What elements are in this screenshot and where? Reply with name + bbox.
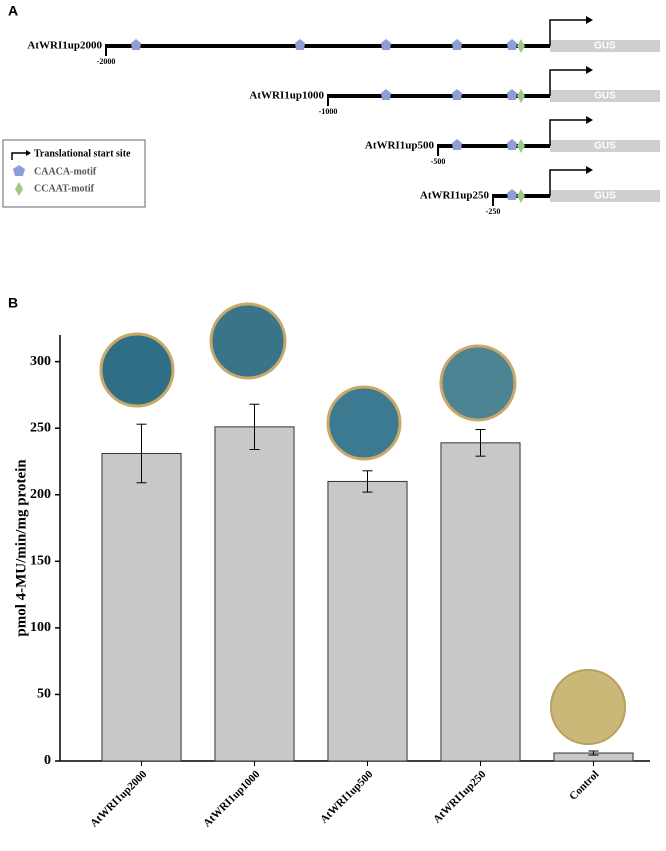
x-tick-label: AtWRI1up2000 (88, 768, 150, 830)
x-tick-label: AtWRI1up250 (431, 768, 489, 826)
y-tick-label: 50 (37, 687, 51, 702)
y-tick-label: 300 (30, 354, 51, 369)
bar (327, 480, 408, 762)
gus-box (550, 140, 660, 152)
start-label: -250 (486, 207, 501, 216)
start-label: -2000 (97, 57, 116, 66)
reporter-label: GUS (594, 91, 616, 102)
legend-label: Translational start site (34, 148, 131, 159)
bar (214, 426, 295, 762)
ccaat-motif (517, 139, 525, 153)
start-arrowhead (586, 16, 593, 24)
caaca-motif (295, 39, 305, 50)
caaca-motif (452, 139, 462, 150)
x-tick-label: AtWRI1up500 (318, 768, 376, 826)
caaca-motif (507, 39, 517, 50)
caaca-motif (381, 39, 391, 50)
legend-arrow-head (26, 150, 31, 156)
bar (101, 452, 182, 762)
leaf-discs (99, 302, 626, 745)
legend-ccaat-icon (15, 182, 23, 196)
legend: Translational start site CAACA-motif CCA… (2, 139, 146, 208)
x-tick-label: Control (567, 768, 601, 802)
caaca-motif (381, 89, 391, 100)
panel-label: B (8, 295, 18, 311)
leaf-disc (209, 302, 287, 380)
caaca-motif (507, 139, 517, 150)
start-arrowhead (586, 166, 593, 174)
ccaat-motif (517, 189, 525, 203)
construct-name: AtWRI1up1000 (249, 90, 324, 102)
y-tick-label: 0 (44, 753, 51, 768)
start-label: -1000 (319, 107, 338, 116)
panel-label: A (8, 3, 18, 19)
y-tick-label: 200 (30, 487, 51, 502)
y-tick-label: 250 (30, 420, 51, 435)
y-tick-label: 150 (30, 554, 51, 569)
reporter-label: GUS (594, 191, 616, 202)
bar (440, 442, 521, 762)
leaf-disc (550, 669, 626, 745)
start-arrow (549, 169, 586, 196)
legend-caaca-icon (13, 165, 25, 176)
gus-box (550, 190, 660, 202)
construct-name: AtWRI1up500 (365, 140, 435, 152)
reporter-label: GUS (594, 41, 616, 52)
gus-box (550, 90, 660, 102)
caaca-motif (507, 89, 517, 100)
legend-label: CAACA-motif (34, 166, 97, 177)
y-axis-label: pmol 4-MU/min/mg protein (13, 459, 29, 637)
gus-box (550, 40, 660, 52)
caaca-motif (452, 39, 462, 50)
reporter-label: GUS (594, 141, 616, 152)
caaca-motif (131, 39, 141, 50)
start-arrow (549, 119, 586, 146)
start-arrow (549, 19, 586, 46)
x-tick-label: AtWRI1up1000 (201, 768, 263, 830)
start-arrow (549, 69, 586, 96)
start-arrowhead (586, 66, 593, 74)
ccaat-motif (517, 39, 525, 53)
construct-name: AtWRI1up2000 (27, 40, 102, 52)
start-arrowhead (586, 116, 593, 124)
leaf-disc (99, 332, 175, 408)
leaf-disc (439, 344, 517, 422)
y-tick-label: 100 (30, 620, 51, 635)
leaf-disc (326, 385, 402, 461)
caaca-motif (452, 89, 462, 100)
ccaat-motif (517, 89, 525, 103)
construct-name: AtWRI1up250 (420, 190, 490, 202)
caaca-motif (507, 189, 517, 200)
legend-arrow (11, 152, 26, 160)
legend-label: CCAAT-motif (34, 183, 95, 194)
start-label: -500 (431, 157, 446, 166)
